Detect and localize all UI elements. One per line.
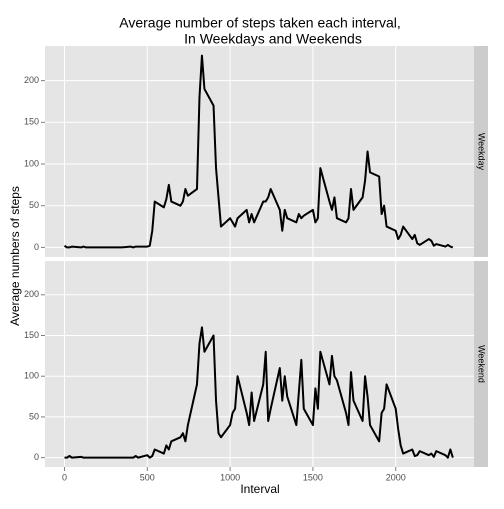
y-tick-label: 0: [34, 452, 39, 462]
y-tick-label: 50: [29, 200, 39, 210]
facet-label: Weekday: [477, 133, 487, 171]
panel-background: [45, 261, 474, 467]
chart-title: In Weekdays and Weekends: [184, 31, 362, 47]
x-tick-label: 0: [62, 472, 67, 482]
y-tick-label: 200: [24, 289, 39, 299]
y-axis-title: Average numbers of steps: [8, 186, 22, 326]
line: [63, 54, 454, 249]
y-tick-label: 150: [24, 117, 39, 127]
y-tick-label: 0: [34, 242, 39, 252]
y-tick-label: 200: [24, 75, 39, 85]
facet-strip: [474, 261, 488, 467]
y-tick-label: 150: [24, 330, 39, 340]
y-tick-label: 100: [24, 158, 39, 168]
x-tick-label: 1500: [303, 472, 323, 482]
facet-strip: [474, 46, 488, 257]
x-axis-title: Interval: [240, 482, 279, 496]
x-tick-label: 2000: [386, 472, 406, 482]
line: [64, 326, 454, 459]
y-tick-label: 50: [29, 411, 39, 421]
x-tick-label: 500: [140, 472, 155, 482]
y-tick-label: 100: [24, 371, 39, 381]
x-tick-label: 1000: [220, 472, 240, 482]
chart-title: Average number of steps taken each inter…: [119, 15, 400, 31]
facet-label: Weekend: [477, 345, 487, 383]
panel-background: [45, 46, 474, 257]
